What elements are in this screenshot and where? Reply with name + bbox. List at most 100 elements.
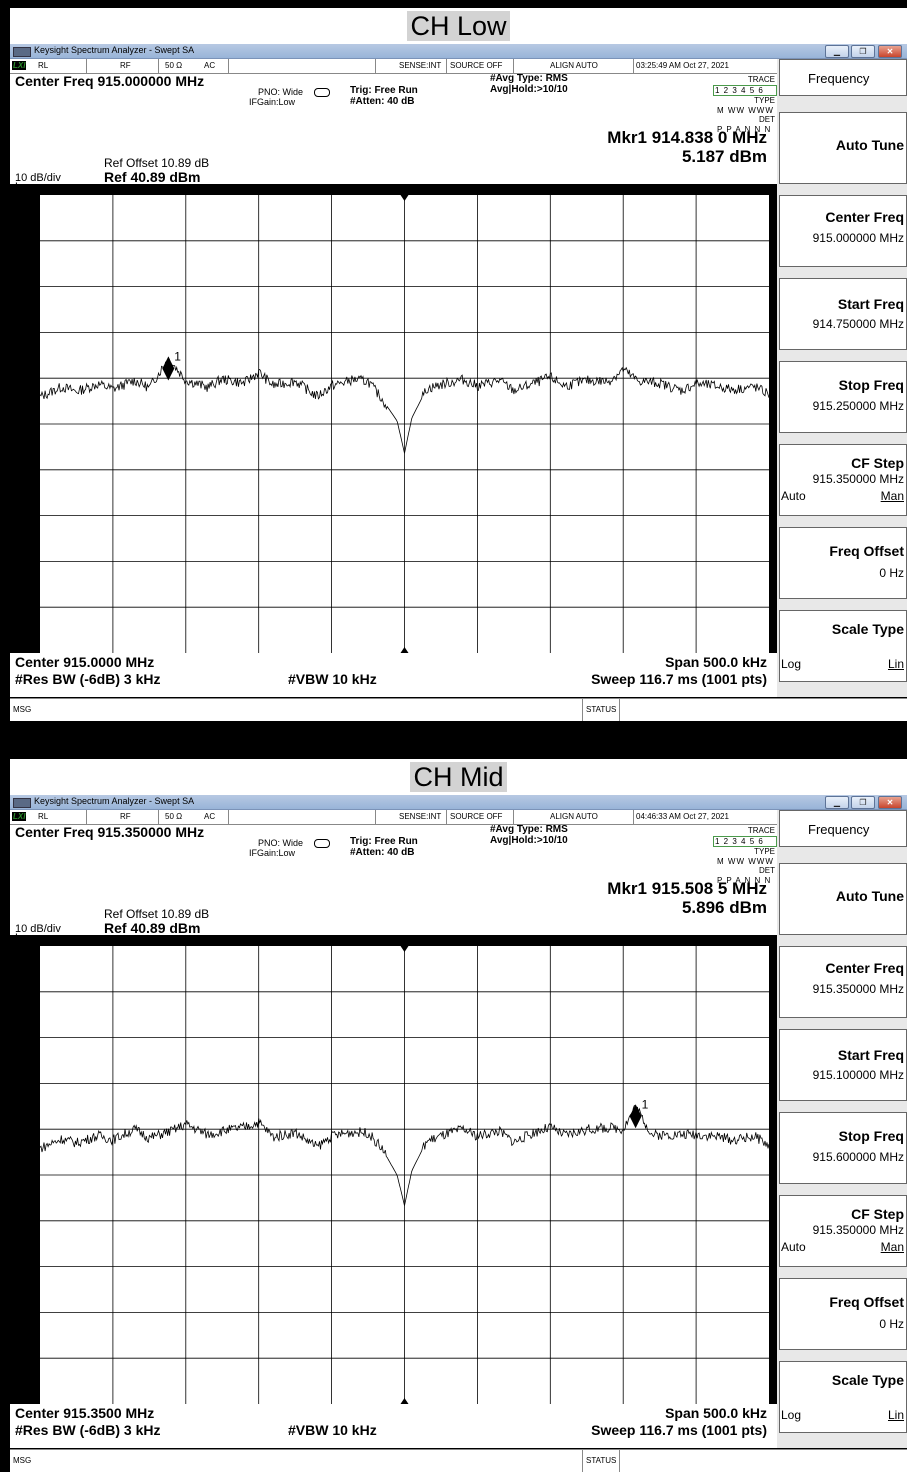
- softkey-stop-freq[interactable]: Stop Freq 915.600000 MHz: [779, 1112, 907, 1184]
- softkey-freq-offset[interactable]: Freq Offset 0 Hz: [779, 1278, 907, 1350]
- ref-offset: Ref Offset 10.89 dB: [104, 156, 210, 170]
- y-tick-label: -39.1: [12, 555, 33, 566]
- msg-label: MSG: [13, 705, 32, 714]
- source-label: SOURCE OFF: [450, 812, 503, 821]
- atten-label: #Atten: 40 dB: [350, 847, 415, 858]
- softkey-menu-title: Frequency: [779, 810, 907, 847]
- source-label: SOURCE OFF: [450, 61, 503, 70]
- app-icon: [13, 47, 31, 57]
- trace-detectors: P P A N N N: [717, 124, 772, 134]
- title-bar: Keysight Spectrum Analyzer - Swept SA ▁ …: [10, 44, 907, 59]
- softkey-center-freq[interactable]: Center Freq 915.350000 MHz: [779, 946, 907, 1018]
- maximize-icon[interactable]: ❐: [851, 45, 875, 58]
- softkey-start-freq[interactable]: Start Freq 914.750000 MHz: [779, 278, 907, 350]
- scale-log: Log: [15, 181, 34, 193]
- trace-info: TRACE1 2 3 4 5 6 TYPEM WW WWW DETP P A N…: [713, 75, 777, 134]
- avg-hold-label: Avg|Hold:>10/10: [490, 84, 568, 95]
- measurement-info: Center Freq 915.000000 MHz PNO: Wide IFG…: [10, 73, 777, 193]
- y-tick-label: -39.1: [12, 1306, 33, 1317]
- toggle-icon: [314, 839, 330, 848]
- sweep-label: Sweep 116.7 ms (1001 pts): [591, 671, 767, 687]
- timestamp: 04:46:33 AM Oct 27, 2021: [636, 812, 729, 821]
- center-freq-header: Center Freq 915.350000 MHz: [15, 824, 205, 840]
- ref-level: Ref 40.89 dBm: [104, 920, 201, 936]
- lxi-logo: LXI: [12, 812, 27, 821]
- message-bar: MSG STATUS: [10, 1449, 907, 1472]
- y-tick-label: 30.9: [12, 234, 30, 245]
- y-tick-label: 10.9: [12, 326, 30, 337]
- softkey-cf-step[interactable]: CF Step 915.350000 MHz Auto Man: [779, 444, 907, 516]
- softkey-auto-tune[interactable]: Auto Tune: [779, 112, 907, 184]
- y-tick-label: -49.1: [12, 601, 33, 612]
- softkey-stop-freq[interactable]: Stop Freq 915.250000 MHz: [779, 361, 907, 433]
- title-bar: Keysight Spectrum Analyzer - Swept SA ▁ …: [10, 795, 907, 810]
- softkey-panel: Frequency Auto Tune Center Freq 915.00000…: [777, 59, 907, 697]
- maximize-icon[interactable]: ❐: [851, 796, 875, 809]
- y-tick-label: 30.9: [12, 985, 30, 996]
- y-tick-label: 0.890: [12, 372, 35, 383]
- softkey-scale-type[interactable]: Scale Type Log Lin: [779, 610, 907, 682]
- y-tick-label: -29.1: [12, 1260, 33, 1271]
- trace-plot[interactable]: 1: [39, 194, 770, 654]
- y-tick-label: -19.1: [12, 463, 33, 474]
- softkey-center-freq[interactable]: Center Freq 915.000000 MHz: [779, 195, 907, 267]
- close-icon[interactable]: ✕: [878, 45, 902, 58]
- section-title-bar: CH Low: [10, 8, 907, 44]
- center-freq-header: Center Freq 915.000000 MHz: [15, 73, 205, 89]
- softkey-start-freq[interactable]: Start Freq 915.100000 MHz: [779, 1029, 907, 1101]
- status-bar: LXI RL RF 50 Ω AC SENSE:INT SOURCE OFF A…: [10, 810, 777, 825]
- trace-numbers: 1 2 3 4 5 6: [713, 84, 777, 96]
- lxi-logo: LXI: [12, 61, 27, 70]
- marker-frequency: Mkr1 915.508 5 MHz: [607, 879, 767, 898]
- softkey-freq-offset[interactable]: Freq Offset 0 Hz: [779, 527, 907, 599]
- minimize-icon[interactable]: ▁: [825, 45, 849, 58]
- status-bar: LXI RL RF 50 Ω AC SENSE:INT SOURCE OFF A…: [10, 59, 777, 74]
- avg-type-label: #Avg Type: RMS: [490, 73, 568, 84]
- marker-amplitude: 5.187 dBm: [681, 147, 767, 166]
- y-tick-label: -29.1: [12, 509, 33, 520]
- bottom-info: Center 915.3500 MHz #Res BW (-6dB) 3 kHz…: [10, 1404, 777, 1448]
- scale-log: Log: [15, 932, 34, 944]
- softkey-scale-type[interactable]: Scale Type Log Lin: [779, 1361, 907, 1433]
- softkey-auto-tune[interactable]: Auto Tune: [779, 863, 907, 935]
- minimize-icon[interactable]: ▁: [825, 796, 849, 809]
- marker-frequency: Mkr1 914.838 0 MHz: [607, 128, 767, 147]
- trig-label: Trig: Free Run: [350, 85, 418, 96]
- section-title: CH Mid: [410, 762, 507, 792]
- timestamp: 03:25:49 AM Oct 27, 2021: [636, 61, 729, 70]
- close-icon[interactable]: ✕: [878, 796, 902, 809]
- ref-level: Ref 40.89 dBm: [104, 169, 201, 185]
- marker-1-label: 1: [174, 350, 181, 364]
- trigger-top-marker: [400, 195, 409, 201]
- trace-detectors: P P A N N N: [717, 875, 772, 885]
- sense-label: SENSE:INT: [399, 812, 442, 821]
- vbw-label: #VBW 10 kHz: [288, 1422, 377, 1438]
- vbw-label: #VBW 10 kHz: [288, 671, 377, 687]
- sweep-label: Sweep 116.7 ms (1001 pts): [591, 1422, 767, 1438]
- softkey-cf-step[interactable]: CF Step 915.350000 MHz Auto Man: [779, 1195, 907, 1267]
- ifgain-label: IFGain:Low: [249, 848, 296, 858]
- rl-label: RL: [38, 61, 49, 70]
- toggle-icon: [314, 88, 330, 97]
- avg-hold-label: Avg|Hold:>10/10: [490, 835, 568, 846]
- trace-1-line: [40, 1104, 769, 1206]
- softkey-menu-title: Frequency: [779, 59, 907, 96]
- center-bottom: Center 915.3500 MHz: [15, 1405, 155, 1421]
- section-title-bar: CH Mid: [10, 759, 907, 795]
- sense-label: SENSE:INT: [399, 61, 442, 70]
- trace-svg: 1: [40, 946, 769, 1404]
- center-bottom: Center 915.0000 MHz: [15, 654, 155, 670]
- trace-1-line: [40, 356, 769, 454]
- y-tick-label: -9.11: [12, 418, 32, 428]
- align-label: ALIGN AUTO: [550, 812, 598, 821]
- span-label: Span 500.0 kHz: [665, 654, 767, 670]
- y-tick-label: 0.890: [12, 1123, 35, 1134]
- ifgain-label: IFGain:Low: [249, 97, 296, 107]
- y-tick-label: 10.9: [12, 1077, 30, 1088]
- marker-1-label: 1: [642, 1097, 649, 1111]
- status-label: STATUS: [582, 1450, 621, 1472]
- scale-per-div: 10 dB/div: [15, 172, 61, 184]
- trace-plot[interactable]: 1: [39, 945, 770, 1405]
- window-title: Keysight Spectrum Analyzer - Swept SA: [34, 45, 195, 55]
- trace-info: TRACE1 2 3 4 5 6 TYPEM WW WWW DETP P A N…: [713, 826, 777, 885]
